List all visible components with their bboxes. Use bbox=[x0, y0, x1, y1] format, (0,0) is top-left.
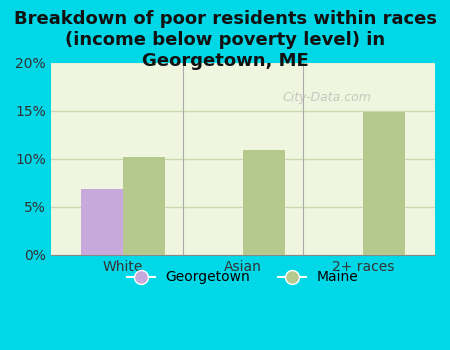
Bar bbox=[81, 189, 123, 255]
Bar bbox=[123, 157, 165, 255]
Text: Breakdown of poor residents within races
(income below poverty level) in
Georget: Breakdown of poor residents within races… bbox=[14, 10, 436, 70]
Bar bbox=[243, 150, 285, 255]
Bar bbox=[363, 112, 405, 255]
Legend: Georgetown, Maine: Georgetown, Maine bbox=[121, 265, 364, 290]
Text: City-Data.com: City-Data.com bbox=[283, 91, 372, 104]
